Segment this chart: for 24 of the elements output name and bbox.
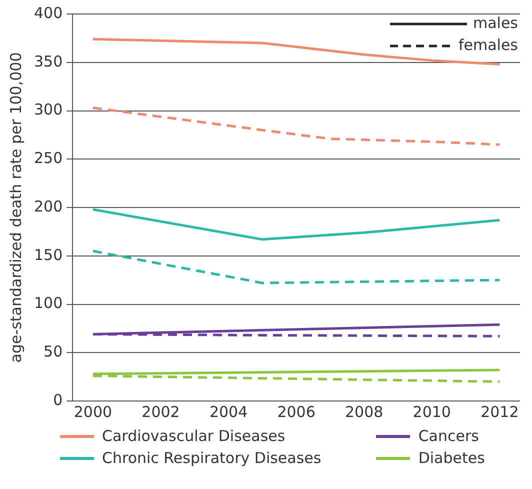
y-tick-label: 200 xyxy=(34,197,63,216)
legend-label: Diabetes xyxy=(418,449,485,467)
y-tick-label: 300 xyxy=(34,100,63,119)
annotation: females xyxy=(458,36,518,54)
x-tick-label: 2000 xyxy=(74,402,112,421)
y-tick-label: 250 xyxy=(34,149,63,168)
y-tick-label: 50 xyxy=(44,342,63,361)
y-tick-label: 150 xyxy=(34,246,63,264)
y-tick-label: 350 xyxy=(34,52,63,70)
y-tick-label: 100 xyxy=(34,294,63,312)
y-axis-title: age-standardized death rate per 100,000 xyxy=(6,52,25,363)
legend-label: Chronic Respiratory Diseases xyxy=(102,449,322,467)
x-tick-label: 2012 xyxy=(480,402,519,421)
y-tick-label: 0 xyxy=(53,390,63,409)
x-tick-label: 2004 xyxy=(209,402,248,421)
line-series xyxy=(92,106,501,146)
legend-label: Cardiovascular Diseases xyxy=(102,427,286,445)
y-tick-label: 400 xyxy=(34,4,63,22)
legend-label: Cancers xyxy=(418,427,479,445)
x-tick-label: 2002 xyxy=(142,402,180,421)
x-tick-label: 2006 xyxy=(277,402,316,421)
annotation: males xyxy=(472,14,518,32)
x-tick-label: 2010 xyxy=(412,402,451,421)
x-tick-label: 2008 xyxy=(345,402,384,421)
